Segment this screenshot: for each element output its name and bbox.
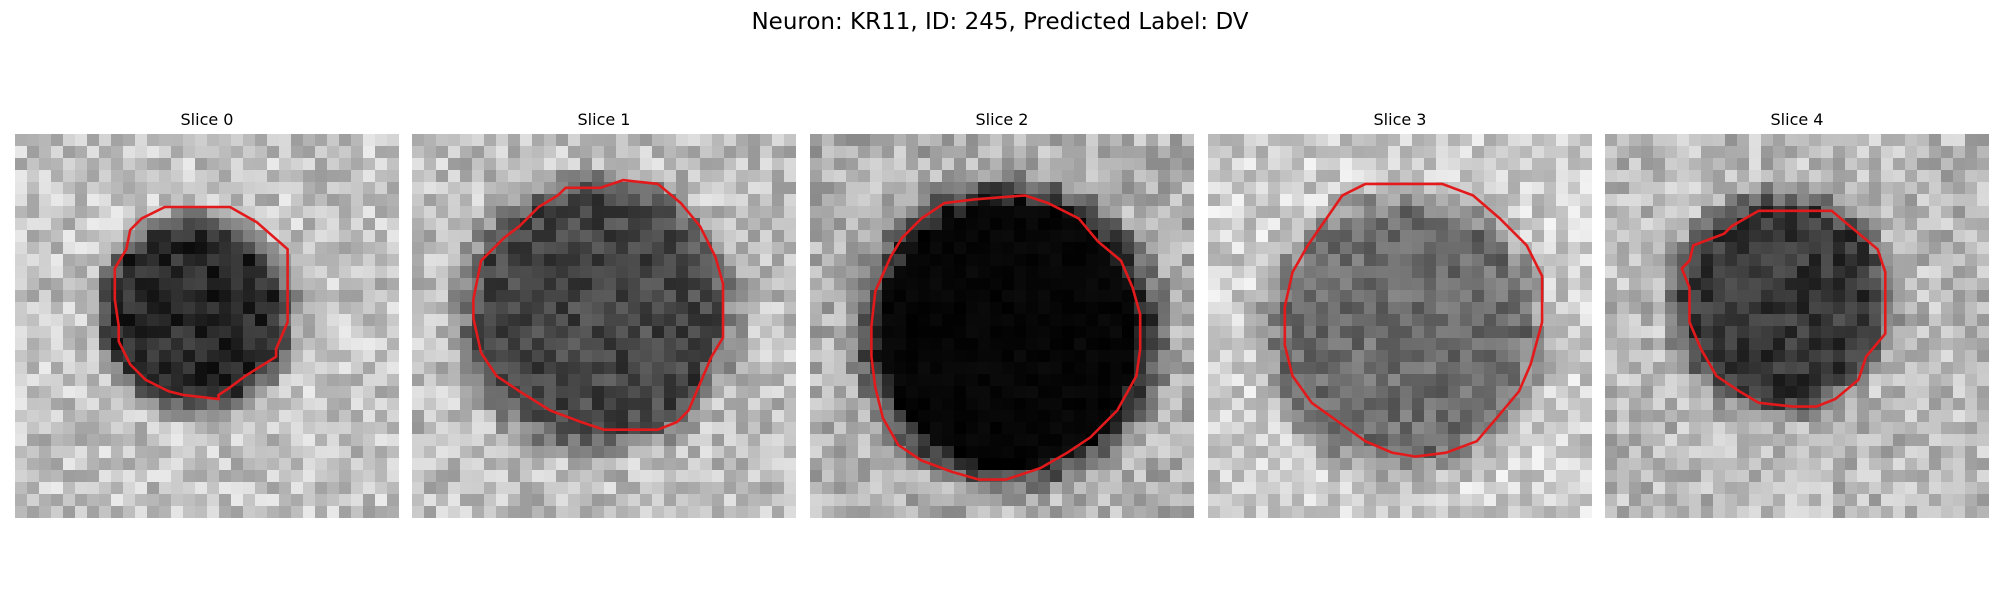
- slice-panel-3: Slice 3: [1208, 108, 1592, 522]
- roi-contour: [1283, 182, 1544, 458]
- slice-title: Slice 2: [975, 110, 1029, 129]
- roi-contour: [1680, 209, 1887, 408]
- slice-title: Slice 4: [1770, 110, 1824, 129]
- slice-panel-4: Slice 4: [1605, 108, 1989, 522]
- slice-title: Slice 0: [180, 110, 234, 129]
- micrograph-pixels: [810, 134, 1194, 518]
- slice-panel-2: Slice 2: [810, 108, 1194, 522]
- roi-contour: [113, 205, 289, 401]
- slice-title: Slice 1: [577, 110, 631, 129]
- micrograph-pixels: [412, 134, 796, 518]
- slice-panel-1: Slice 1: [412, 108, 796, 522]
- micrograph-pixels: [15, 134, 399, 518]
- slice-image: [1208, 134, 1592, 518]
- figure-title: Neuron: KR11, ID: 245, Predicted Label: …: [751, 9, 1249, 35]
- slice-image: [810, 134, 1194, 518]
- slice-title: Slice 3: [1373, 110, 1427, 129]
- slice-image: [1605, 134, 1989, 518]
- micrograph-pixels: [1208, 134, 1592, 518]
- micrograph-pixels: [1605, 134, 1989, 518]
- roi-contour: [870, 194, 1142, 481]
- roi-contour: [472, 178, 725, 432]
- slice-image: [15, 134, 399, 518]
- slice-image: [412, 134, 796, 518]
- slice-panel-0: Slice 0: [15, 108, 399, 522]
